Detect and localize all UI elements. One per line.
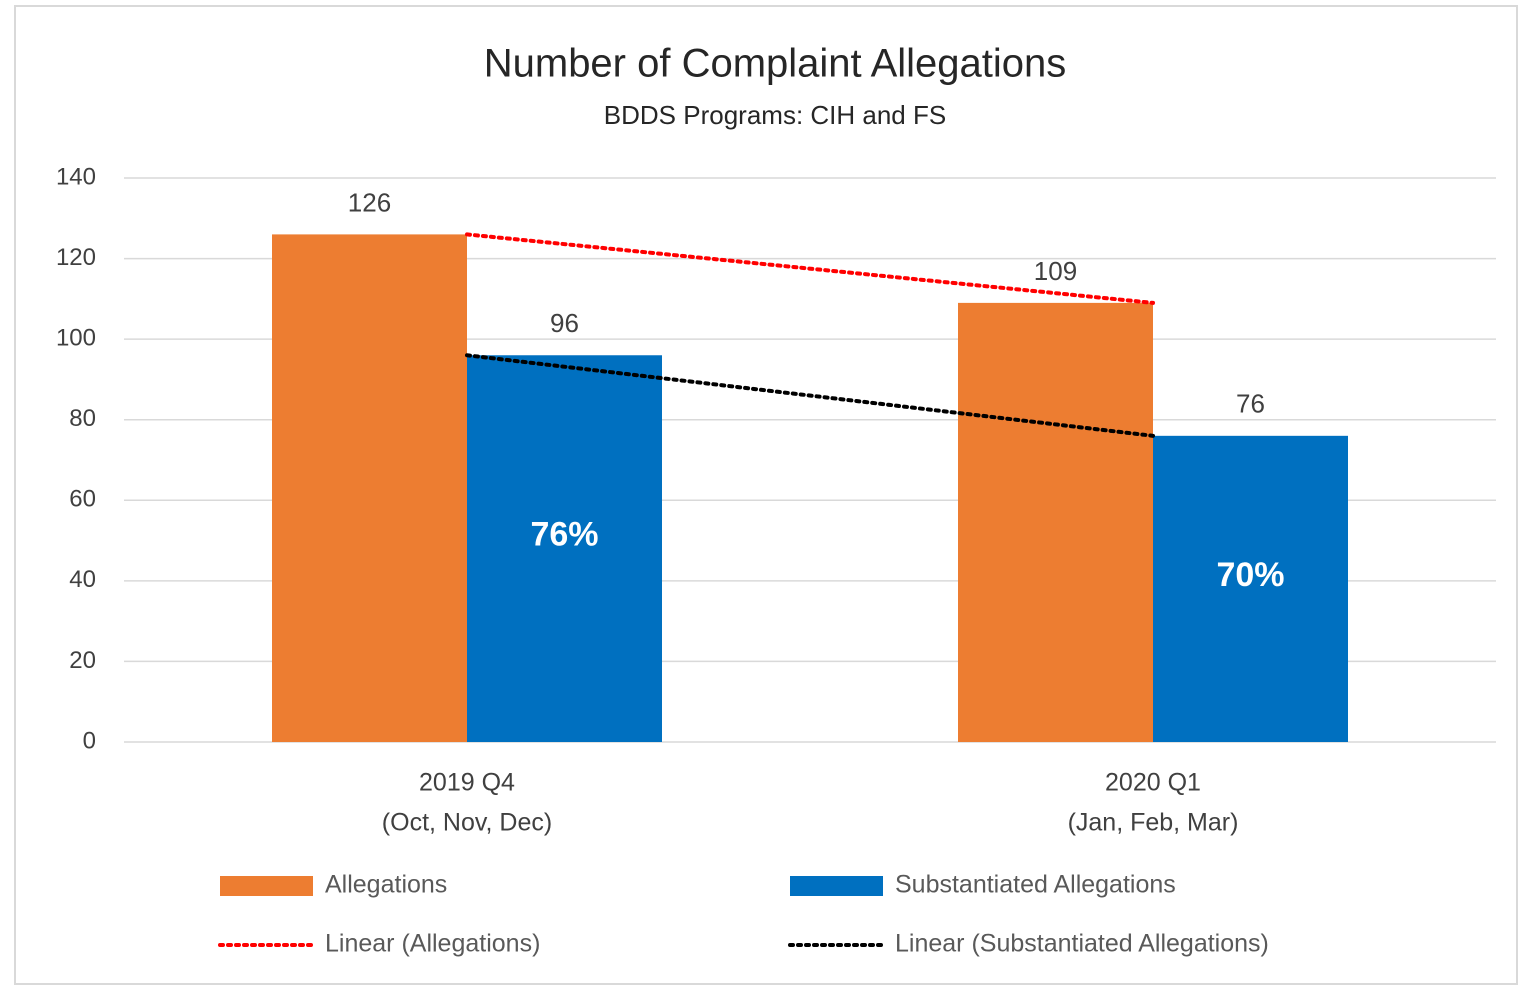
y-tick-label: 80	[69, 405, 96, 432]
chart-subtitle: BDDS Programs: CIH and FS	[604, 100, 946, 130]
data-label: 96	[550, 308, 579, 338]
legend-label: Allegations	[325, 871, 447, 899]
data-label: 76	[1236, 389, 1265, 419]
data-label: 109	[1034, 256, 1077, 286]
y-tick-label: 40	[69, 566, 96, 593]
y-tick-label: 60	[69, 486, 96, 513]
legend-label: Linear (Substantiated Allegations)	[895, 930, 1269, 958]
bar-annotation: 70%	[1216, 556, 1284, 594]
x-tick-label: 2019 Q4	[419, 769, 515, 797]
legend-swatch	[220, 876, 313, 896]
x-tick-label: (Jan, Feb, Mar)	[1068, 809, 1239, 837]
bar	[272, 234, 467, 742]
bar	[467, 355, 662, 742]
y-tick-label: 0	[83, 727, 96, 754]
x-tick-label: (Oct, Nov, Dec)	[382, 809, 552, 837]
x-tick-label: 2020 Q1	[1105, 769, 1201, 797]
y-tick-label: 140	[56, 163, 96, 190]
y-tick-label: 20	[69, 647, 96, 674]
y-tick-label: 120	[56, 244, 96, 271]
legend-label: Linear (Allegations)	[325, 930, 540, 958]
data-label: 126	[348, 187, 391, 217]
chart-title: Number of Complaint Allegations	[484, 42, 1067, 86]
trendline	[465, 353, 1155, 438]
bar	[958, 302, 1153, 742]
trendline	[465, 232, 1155, 305]
legend-swatch	[790, 876, 883, 896]
bar-annotation: 76%	[530, 516, 598, 554]
legend-label: Substantiated Allegations	[895, 871, 1176, 899]
y-tick-label: 100	[56, 324, 96, 351]
bar	[1153, 435, 1348, 742]
